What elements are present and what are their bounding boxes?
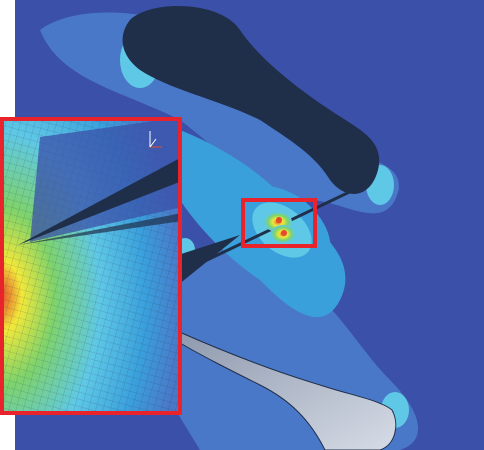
hotspot-core-upper [276, 217, 282, 223]
inset-zoom-plot [0, 117, 182, 415]
highlight-box [241, 198, 317, 248]
inset-crack-wedge-lower [18, 213, 182, 245]
axis-triad-icon [149, 131, 162, 148]
inset-low-stress-region [30, 117, 182, 242]
hotspot-core-lower [281, 230, 287, 236]
inset-border [0, 117, 182, 415]
dark-wedge-left [178, 235, 240, 285]
grey-structural-part [174, 329, 397, 450]
inset-crack-wedge-upper [18, 157, 182, 245]
dark-structural-part [122, 6, 380, 194]
